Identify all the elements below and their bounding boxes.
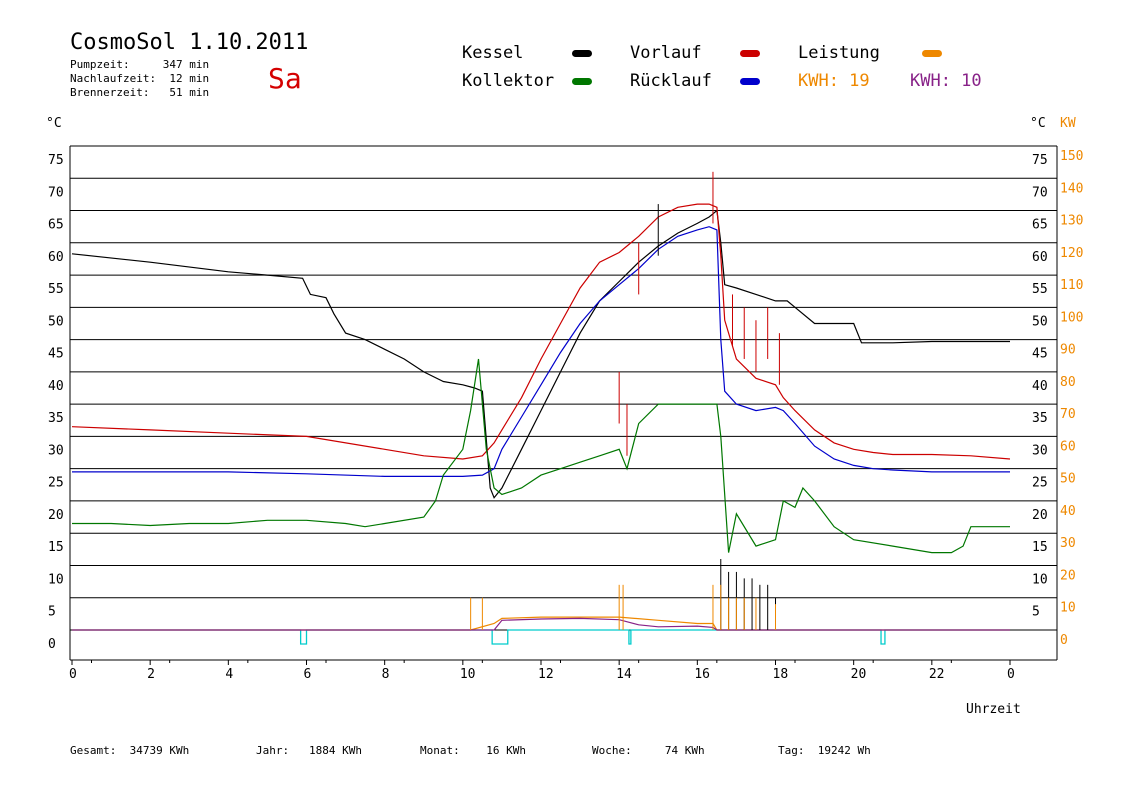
y-tick-label-kw: 80 — [1060, 375, 1076, 390]
legend-kollektor-label: Kollektor — [462, 71, 555, 91]
series-line-ruecklauf — [72, 226, 1010, 477]
series-line-vorlauf — [71, 203, 1011, 460]
y-tick-label-kw: 150 — [1060, 149, 1083, 164]
legend-kollektor-swatch — [572, 78, 592, 85]
y-tick-label-right: 70 — [1032, 185, 1048, 200]
chart-title: CosmoSol 1.10.2011 — [70, 30, 309, 55]
y-tick-label-right: 30 — [1032, 443, 1048, 458]
y-tick-label-right: 25 — [1032, 476, 1048, 491]
y-tick-label-kw: 90 — [1060, 343, 1076, 358]
footer-woche: Woche: 74 KWh — [592, 744, 705, 757]
x-tick-label: 10 — [460, 667, 476, 682]
x-tick-label: 20 — [851, 667, 867, 682]
x-tick-label: 4 — [225, 667, 233, 682]
footer-tag: Tag: 19242 Wh — [778, 744, 871, 757]
y-tick-label-left: 60 — [48, 250, 64, 265]
y-tick-label-right: 5 — [1032, 605, 1040, 620]
footer-gesamt: Gesamt: 34739 KWh — [70, 744, 190, 757]
weekday-label: Sa — [268, 62, 302, 95]
y-tick-label-right: 15 — [1032, 540, 1048, 555]
x-tick-label: 6 — [304, 667, 312, 682]
legend-kessel-label: Kessel — [462, 43, 524, 63]
x-tick-label: 0 — [69, 667, 77, 682]
y-tick-label-kw: 70 — [1060, 407, 1076, 422]
y-tick-label-kw: 0 — [1060, 633, 1068, 648]
y-tick-label-kw: 50 — [1060, 472, 1076, 487]
x-tick-label: 8 — [382, 667, 390, 682]
y-tick-label-left: 45 — [48, 347, 64, 362]
legend-leistung-label: Leistung — [798, 43, 880, 63]
y-tick-label-kw: 30 — [1060, 536, 1076, 551]
y-tick-label-kw: 140 — [1060, 181, 1083, 196]
y-tick-label-kw: 130 — [1060, 214, 1083, 229]
pump-status-line — [72, 629, 1010, 645]
y-tick-label-right: 20 — [1032, 508, 1048, 523]
series-line-kollektor — [72, 358, 1010, 554]
legend-kessel-swatch — [572, 50, 592, 57]
y-tick-label-kw: 20 — [1060, 568, 1076, 583]
x-tick-label: 2 — [147, 667, 155, 682]
legend-kwh1-label: KWH: 19 — [798, 71, 870, 91]
nachlaufzeit-text: Nachlaufzeit: 12 min — [70, 72, 210, 85]
y-tick-label-left: 5 — [48, 605, 56, 620]
y-tick-label-left: 20 — [48, 508, 64, 523]
x-axis-label: Uhrzeit — [966, 702, 1021, 717]
y-tick-label-left: 25 — [48, 476, 64, 491]
y-tick-label-right: 40 — [1032, 379, 1048, 394]
legend-ruecklauf-swatch — [740, 78, 760, 85]
y-tick-label-left: 50 — [48, 314, 64, 329]
x-tick-label: 22 — [929, 667, 945, 682]
legend-ruecklauf-label: Rücklauf — [630, 71, 712, 91]
y-tick-label-left: 15 — [48, 540, 64, 555]
x-tick-label: 14 — [616, 667, 632, 682]
y-tick-label-kw: 40 — [1060, 504, 1076, 519]
y-tick-label-left: 75 — [48, 153, 64, 168]
y-tick-label-left: 65 — [48, 218, 64, 233]
y-tick-label-left: 35 — [48, 411, 64, 426]
y-tick-label-kw: 110 — [1060, 278, 1083, 293]
series-line-kessel — [71, 209, 1010, 499]
y-tick-label-right: 75 — [1032, 153, 1048, 168]
y-tick-label-right: 60 — [1032, 250, 1048, 265]
footer-monat: Monat: 16 KWh — [420, 744, 526, 757]
y-tick-label-right: 10 — [1032, 572, 1048, 587]
kw-axis-unit: KW — [1060, 116, 1076, 131]
legend-kwh2-label: KWH: 10 — [910, 71, 982, 91]
y-tick-label-kw: 100 — [1060, 310, 1083, 325]
y-tick-label-left: 10 — [48, 572, 64, 587]
y-tick-label-left: 70 — [48, 185, 64, 200]
x-tick-label: 12 — [538, 667, 554, 682]
series-line-leistung — [72, 616, 1010, 631]
x-tick-label: 18 — [773, 667, 789, 682]
y-tick-label-right: 55 — [1032, 282, 1048, 297]
legend-vorlauf-label: Vorlauf — [630, 43, 702, 63]
x-tick-label: 16 — [694, 667, 710, 682]
footer-jahr: Jahr: 1884 KWh — [256, 744, 362, 757]
legend-leistung-swatch — [922, 50, 942, 57]
y-tick-label-left: 40 — [48, 379, 64, 394]
y-tick-label-kw: 10 — [1060, 601, 1076, 616]
brennerzeit-text: Brennerzeit: 51 min — [70, 86, 210, 99]
series-line-kwh2 — [72, 617, 1010, 631]
x-tick-label: 0 — [1007, 667, 1015, 682]
left-axis-unit: °C — [46, 116, 62, 131]
y-tick-label-right: 65 — [1032, 218, 1048, 233]
y-tick-label-kw: 120 — [1060, 246, 1083, 261]
legend-vorlauf-swatch — [740, 50, 760, 57]
y-tick-label-right: 50 — [1032, 314, 1048, 329]
y-tick-label-left: 30 — [48, 443, 64, 458]
pumpzeit-text: Pumpzeit: 347 min — [70, 58, 210, 71]
right-axis-unit: °C — [1030, 116, 1046, 131]
y-tick-label-left: 55 — [48, 282, 64, 297]
y-tick-label-left: 0 — [48, 637, 56, 652]
y-tick-label-right: 45 — [1032, 347, 1048, 362]
y-tick-label-right: 35 — [1032, 411, 1048, 426]
y-tick-label-kw: 60 — [1060, 439, 1076, 454]
